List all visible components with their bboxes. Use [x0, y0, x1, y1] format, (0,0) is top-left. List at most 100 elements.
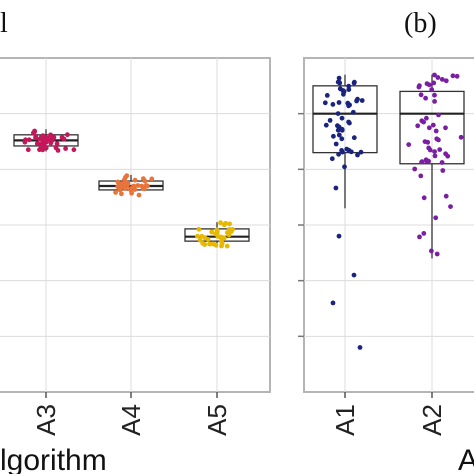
- points-left: [22, 128, 235, 249]
- data-point: [418, 92, 424, 98]
- data-point: [450, 73, 456, 79]
- data-point: [421, 119, 426, 125]
- data-point: [345, 100, 351, 106]
- data-point: [63, 146, 68, 152]
- data-point: [223, 220, 229, 226]
- data-point: [219, 239, 224, 244]
- data-point: [337, 86, 343, 92]
- x-tick-label-a3: A3: [31, 404, 61, 436]
- data-point: [417, 234, 422, 240]
- data-point: [39, 142, 45, 148]
- data-point: [129, 185, 135, 191]
- data-point: [443, 125, 448, 131]
- data-point: [25, 147, 31, 153]
- data-point: [48, 132, 54, 138]
- points-right: [322, 72, 464, 350]
- data-point: [115, 184, 121, 190]
- data-point: [213, 231, 219, 237]
- data-point: [34, 141, 40, 147]
- data-point: [26, 137, 32, 143]
- data-point: [339, 127, 345, 133]
- data-point: [65, 132, 70, 138]
- data-point: [426, 125, 432, 131]
- data-point: [218, 220, 223, 226]
- data-point: [429, 248, 434, 254]
- data-point: [119, 184, 125, 190]
- data-point: [341, 91, 346, 97]
- data-point: [432, 72, 437, 78]
- data-point: [433, 215, 439, 221]
- data-point: [119, 191, 124, 197]
- data-point: [432, 99, 437, 104]
- x-tick-label-a4: A4: [116, 404, 146, 436]
- data-point: [145, 183, 150, 189]
- data-point: [327, 118, 333, 123]
- data-point: [350, 109, 356, 115]
- data-point: [355, 152, 360, 158]
- data-point: [448, 204, 453, 210]
- data-point: [422, 139, 428, 145]
- data-point: [359, 98, 365, 103]
- data-point: [421, 195, 427, 201]
- data-point: [436, 112, 441, 118]
- data-point: [440, 168, 446, 173]
- data-point: [433, 128, 439, 134]
- data-point: [196, 226, 202, 232]
- data-point: [43, 145, 49, 151]
- data-point: [339, 148, 344, 153]
- data-point: [454, 73, 460, 79]
- data-point: [439, 77, 445, 82]
- data-point: [445, 153, 451, 159]
- data-point: [435, 75, 441, 80]
- data-point: [406, 142, 412, 148]
- data-point: [54, 141, 60, 147]
- data-point: [222, 235, 227, 241]
- x-axis-label-left: lgorithm: [0, 444, 107, 474]
- chart-panel-left: A3 A4 A5 l lgorithm: [0, 8, 271, 474]
- data-point: [346, 119, 351, 125]
- data-point: [23, 137, 28, 143]
- x-axis-label-right: A: [458, 444, 474, 474]
- data-point: [336, 100, 342, 105]
- data-point: [342, 164, 347, 170]
- data-point: [142, 178, 148, 184]
- data-point: [443, 78, 449, 84]
- data-point: [415, 123, 421, 129]
- data-point: [434, 251, 440, 257]
- data-point: [122, 177, 127, 182]
- panel-label-left: l: [0, 8, 8, 39]
- x-tick-label-a2: A2: [417, 404, 447, 436]
- xticks-left: A3 A4 A5: [31, 392, 232, 436]
- data-point: [437, 147, 443, 153]
- data-point: [330, 102, 336, 107]
- data-point: [419, 159, 424, 165]
- data-point: [33, 135, 38, 141]
- data-point: [458, 134, 464, 140]
- box-a2: [399, 90, 465, 165]
- data-point: [135, 183, 141, 188]
- data-point: [335, 111, 341, 116]
- data-point: [40, 133, 46, 139]
- data-point: [427, 147, 433, 153]
- outlier-point: [330, 300, 336, 306]
- chart-panel-right: A1 A2 (b) A: [298, 8, 474, 474]
- data-point: [336, 151, 341, 157]
- data-point: [136, 192, 142, 198]
- data-point: [335, 123, 340, 129]
- data-point: [132, 177, 138, 183]
- data-point: [202, 235, 208, 241]
- data-point: [53, 145, 59, 151]
- grid-left: [0, 58, 270, 392]
- data-point: [346, 83, 352, 89]
- data-point: [348, 149, 354, 155]
- box-a1: [312, 85, 378, 154]
- data-point: [432, 153, 438, 159]
- data-point: [333, 141, 339, 147]
- outlier-point: [357, 345, 363, 350]
- data-point: [429, 87, 435, 92]
- yticks-right: [298, 112, 304, 338]
- data-point: [358, 149, 364, 155]
- data-point: [61, 136, 67, 142]
- data-point: [424, 81, 430, 87]
- data-point: [115, 179, 121, 185]
